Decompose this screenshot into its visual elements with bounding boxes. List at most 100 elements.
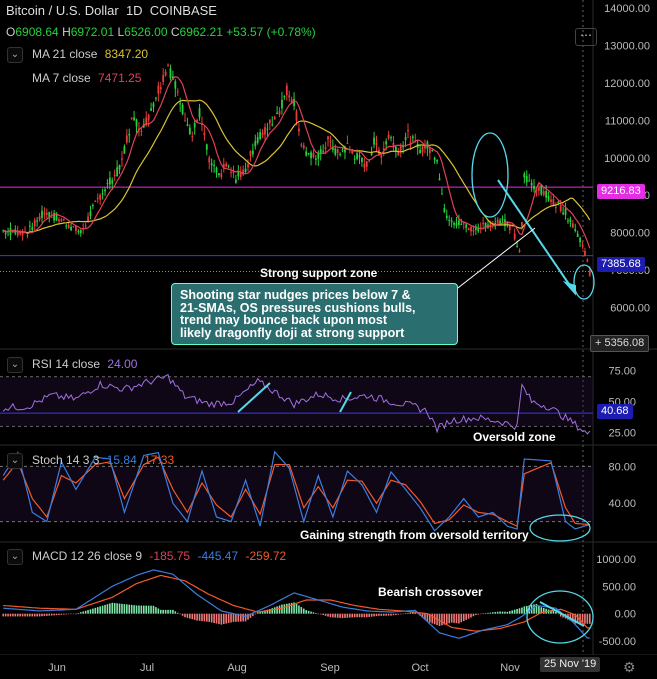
collapse-rsi-button[interactable]: ⌄ bbox=[7, 357, 23, 373]
high-value: 6972.01 bbox=[70, 25, 115, 39]
macd-hist-bar bbox=[31, 613, 34, 617]
collapse-stoch-button[interactable]: ⌄ bbox=[7, 453, 23, 469]
macd-hist-bar bbox=[431, 613, 434, 624]
candle-body bbox=[188, 127, 191, 135]
macd-hist-bar bbox=[155, 607, 157, 614]
ma21-legend[interactable]: MA 21 close 8347.20 bbox=[32, 47, 148, 61]
candle-body bbox=[26, 235, 29, 237]
macd-legend[interactable]: MACD 12 26 close 9 -185.75 -445.47 -259.… bbox=[32, 549, 286, 563]
macd-ellipse bbox=[526, 590, 594, 644]
candle-body bbox=[525, 176, 528, 183]
macd-hist-bar bbox=[351, 613, 354, 618]
month-tick-label: Jul bbox=[140, 662, 154, 674]
rsi-legend[interactable]: RSI 14 close 24.00 bbox=[32, 357, 137, 371]
candle-body bbox=[314, 158, 317, 160]
more-options-button[interactable]: ⋯ bbox=[575, 28, 597, 46]
macd-hist-bar bbox=[167, 609, 169, 614]
candle-body bbox=[157, 85, 160, 94]
macd-hist-bar bbox=[402, 613, 404, 615]
macd-hist-bar bbox=[467, 613, 470, 619]
candle-body bbox=[584, 251, 586, 257]
macd-hist-bar bbox=[230, 613, 232, 623]
candle-body bbox=[53, 212, 56, 221]
candle-body bbox=[181, 104, 184, 115]
macd-hist-bar bbox=[538, 605, 540, 614]
candle-body bbox=[554, 207, 557, 209]
candle-body bbox=[392, 142, 395, 148]
candle-body bbox=[421, 146, 424, 153]
macd-hist-bar bbox=[559, 613, 562, 617]
macd-hist-bar bbox=[276, 606, 278, 614]
month-tick-label: Aug bbox=[227, 662, 247, 674]
candle-body bbox=[363, 164, 366, 168]
macd-tick-label: -500.00 bbox=[599, 636, 636, 648]
macd-hist-bar bbox=[317, 613, 320, 615]
macd-hist-bar bbox=[247, 613, 249, 620]
macd-hist-bar bbox=[67, 613, 70, 615]
candle-body bbox=[336, 149, 339, 153]
price-tick-label: 10000.00 bbox=[604, 153, 650, 165]
macd-hist-bar bbox=[501, 611, 504, 614]
candle-body bbox=[295, 111, 298, 121]
macd-hist-bar bbox=[266, 609, 269, 614]
macd-hist-bar bbox=[494, 612, 497, 614]
macd-hist-bar bbox=[65, 613, 68, 615]
stoch-legend[interactable]: Stoch 14 3 3 15.84 17.33 bbox=[32, 453, 174, 467]
candle-body bbox=[104, 189, 106, 192]
candle-body bbox=[293, 98, 295, 107]
candle-body bbox=[431, 149, 434, 151]
callout-pointer bbox=[444, 227, 536, 299]
macd-hist-bar bbox=[133, 605, 135, 614]
ma7-line bbox=[2, 76, 591, 249]
candle-body bbox=[145, 117, 148, 126]
macd-hist-bar bbox=[269, 609, 271, 614]
candle-body bbox=[579, 237, 581, 243]
macd-hist-bar bbox=[492, 612, 494, 614]
macd-hist-bar bbox=[191, 613, 194, 620]
macd-hist-bar bbox=[121, 603, 123, 614]
macd-hist-bar bbox=[298, 605, 300, 614]
macd-hist-bar bbox=[329, 613, 332, 618]
candle-body bbox=[547, 195, 550, 201]
candle-body bbox=[329, 141, 332, 143]
candle-body bbox=[218, 173, 220, 176]
macd-hist-bar bbox=[484, 613, 487, 614]
candle-body bbox=[586, 259, 589, 262]
macd-hist-bar bbox=[552, 611, 555, 614]
macd-hist-bar bbox=[327, 613, 329, 617]
month-tick-label: Nov bbox=[500, 662, 520, 674]
macd-arrow bbox=[539, 601, 585, 627]
price-tick-label: 13000.00 bbox=[604, 40, 650, 52]
candle-body bbox=[302, 145, 305, 148]
candle-body bbox=[96, 197, 99, 199]
macd-hist-bar bbox=[286, 603, 288, 614]
candle-body bbox=[58, 219, 60, 222]
candle-body bbox=[382, 147, 385, 150]
macd-hist-bar bbox=[104, 604, 106, 614]
macd-hist-bar bbox=[392, 613, 395, 616]
candle-body bbox=[45, 212, 48, 215]
macd-hist-bar bbox=[574, 613, 577, 624]
candle-body bbox=[351, 150, 354, 154]
candle-body bbox=[564, 208, 567, 215]
candle-body bbox=[271, 124, 274, 126]
collapse-indicators-button[interactable]: ⌄ bbox=[7, 47, 23, 63]
candle-body bbox=[397, 150, 400, 156]
ma21-line bbox=[2, 99, 591, 234]
macd-tick-label: 1000.00 bbox=[596, 554, 636, 566]
macd-hist-bar bbox=[63, 613, 65, 615]
stoch-k-line bbox=[2, 450, 590, 532]
macd-hist-bar bbox=[179, 613, 181, 615]
candle-body bbox=[184, 120, 186, 122]
ma7-legend[interactable]: MA 7 close 7471.25 bbox=[32, 71, 141, 85]
macd-hist-bar bbox=[324, 613, 327, 616]
collapse-macd-button[interactable]: ⌄ bbox=[7, 549, 23, 565]
settings-gear-icon[interactable]: ⚙ bbox=[623, 659, 636, 675]
candle-body bbox=[242, 169, 245, 175]
macd-hist-bar bbox=[186, 613, 189, 618]
candle-body bbox=[365, 161, 368, 167]
candle-body bbox=[559, 205, 562, 211]
candle-body bbox=[118, 165, 121, 170]
candle-body bbox=[571, 223, 574, 228]
